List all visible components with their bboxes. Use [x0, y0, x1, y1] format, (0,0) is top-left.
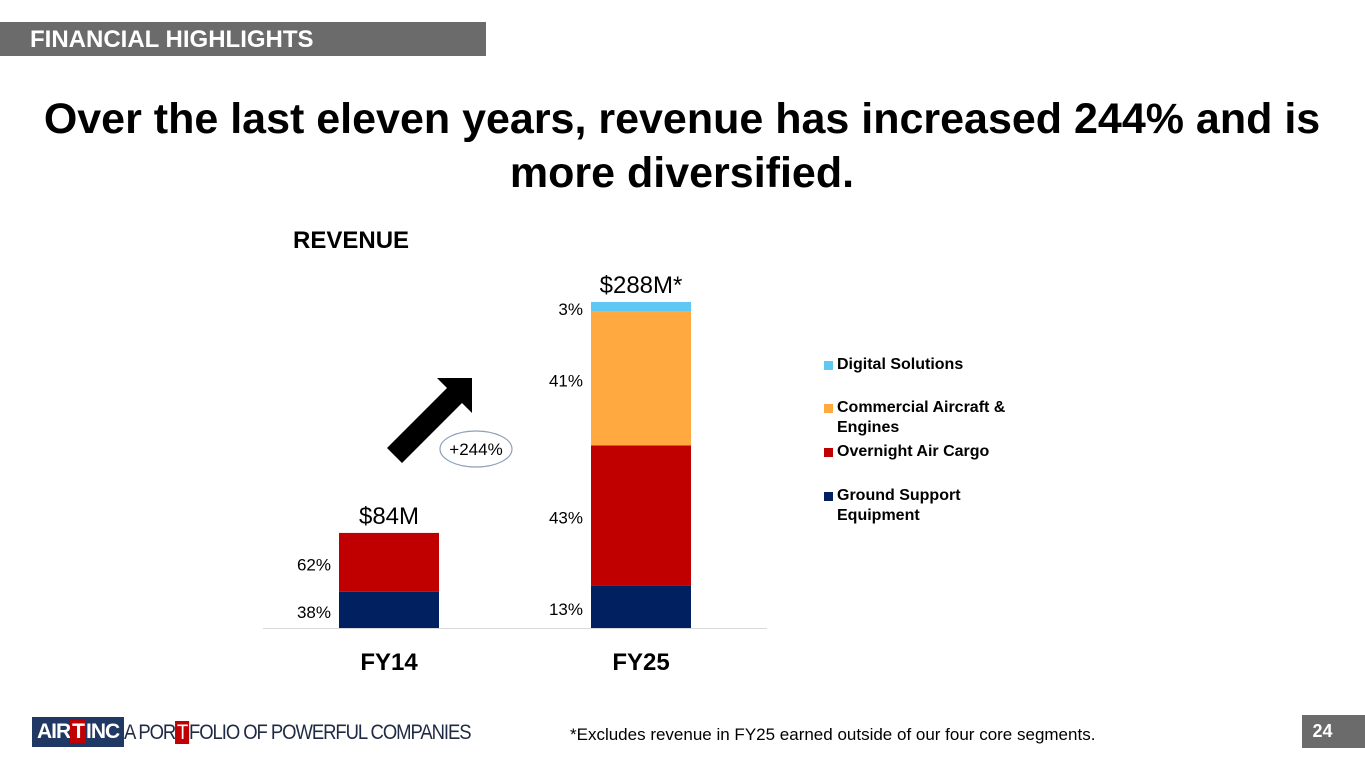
- data-label: 38%: [297, 603, 331, 622]
- annotation: +244%: [449, 440, 502, 459]
- x-tick-label: FY14: [360, 649, 418, 676]
- legend-entry: Commercial Aircraft & Engines: [824, 398, 1024, 438]
- data-label: 62%: [297, 555, 331, 574]
- annotation-ring: [439, 430, 513, 468]
- tagline-part: T: [175, 721, 189, 744]
- legend-swatch: [824, 492, 833, 501]
- data-label: 41%: [549, 372, 583, 391]
- x-tick-label: FY25: [612, 649, 669, 676]
- bar-segment: [339, 591, 439, 628]
- data-label: 43%: [549, 509, 583, 528]
- total-label: $84M: [359, 503, 419, 530]
- tagline-part: FOLIO OF POWERFUL COMPANIES: [188, 721, 472, 744]
- legend-entry: Overnight Air Cargo: [824, 442, 1024, 462]
- legend-entry: Digital Solutions: [824, 355, 1024, 375]
- bar-segment: [591, 585, 691, 628]
- logo-part: T: [70, 720, 86, 743]
- legend-label: Digital Solutions: [837, 356, 964, 373]
- footnote: *Excludes revenue in FY25 earned outside…: [570, 725, 1096, 744]
- page-number: 24: [1302, 715, 1365, 748]
- total-label: $288M*: [600, 272, 683, 299]
- logo: AIRTINC: [32, 717, 125, 747]
- legend-entry: Ground Support Equipment: [824, 486, 1024, 526]
- logo-part: AIR: [37, 720, 71, 743]
- growth-arrow: [387, 378, 472, 463]
- tagline-part: A POR: [124, 721, 176, 744]
- headline: Over the last eleven years, revenue has …: [43, 95, 1321, 197]
- chart-title: REVENUE: [293, 227, 409, 254]
- section-label: FINANCIAL HIGHLIGHTS: [0, 22, 486, 56]
- legend-label: Commercial Aircraft & Engines: [837, 399, 1006, 436]
- bar-segment: [339, 532, 439, 592]
- logo-part: INC: [86, 720, 120, 743]
- bar-segment: [591, 311, 691, 446]
- legend-swatch: [824, 448, 833, 457]
- tagline: A PORTFOLIO OF POWERFUL COMPANIES: [124, 720, 472, 746]
- bar-segment: [591, 445, 691, 586]
- legend-label: Overnight Air Cargo: [837, 443, 990, 460]
- legend-swatch: [824, 361, 833, 370]
- chart: REVENUE +244% FY14 38% 62% $84M FY25 13% 43% 41…: [263, 227, 767, 676]
- legend-label: Ground Support Equipment: [837, 487, 961, 524]
- data-label: 13%: [549, 600, 583, 619]
- bar-segment: [591, 302, 691, 312]
- data-label: 3%: [558, 300, 583, 319]
- legend-swatch: [824, 404, 833, 413]
